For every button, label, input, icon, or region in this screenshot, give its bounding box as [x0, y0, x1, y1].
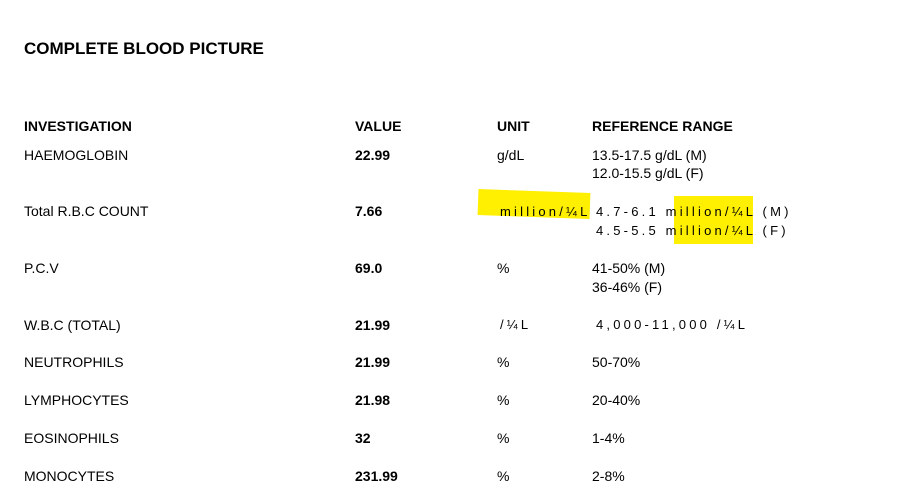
unit: %: [497, 468, 510, 484]
column-header-reference-range: REFERENCE RANGE: [592, 118, 733, 134]
investigation-name: MONOCYTES: [24, 468, 115, 484]
investigation-name: EOSINOPHILS: [24, 430, 119, 446]
reference-range-male: 41-50% (M): [592, 260, 666, 276]
reference-range-female: 36-46% (F): [592, 279, 663, 295]
column-header-investigation: INVESTIGATION: [24, 118, 132, 134]
investigation-name: HAEMOGLOBIN: [24, 147, 129, 163]
result-value: 21.98: [355, 392, 391, 408]
investigation-name: NEUTROPHILS: [24, 354, 124, 370]
reference-range-male: 13.5-17.5 g/dL (M): [592, 147, 707, 163]
column-header-unit: UNIT: [497, 118, 530, 134]
unit: %: [497, 354, 510, 370]
unit: %: [497, 392, 510, 408]
unit: million/¼L: [500, 204, 591, 219]
investigation-name: P.C.V: [24, 260, 59, 276]
highlight-mark-ref-range: [674, 196, 753, 244]
investigation-name: LYMPHOCYTES: [24, 392, 129, 408]
investigation-name: Total R.B.C COUNT: [24, 203, 149, 219]
reference-range: 20-40%: [592, 392, 641, 408]
result-value: 231.99: [355, 468, 398, 484]
result-value: 32: [355, 430, 371, 446]
unit: /¼L: [500, 317, 532, 332]
result-value: 22.99: [355, 147, 391, 163]
reference-range-female: 4.5-5.5 million/¼L (F): [596, 223, 789, 238]
page-title: COMPLETE BLOOD PICTURE: [24, 39, 264, 58]
reference-range: 50-70%: [592, 354, 641, 370]
result-value: 69.0: [355, 260, 383, 276]
unit: g/dL: [497, 147, 525, 163]
reference-range-female: 12.0-15.5 g/dL (F): [592, 165, 704, 181]
reference-range: 1-4%: [592, 430, 625, 446]
unit: %: [497, 260, 510, 276]
column-header-value: VALUE: [355, 118, 402, 134]
result-value: 21.99: [355, 317, 391, 333]
reference-range: 4,000-11,000 /¼L: [596, 317, 749, 332]
reference-range: 2-8%: [592, 468, 625, 484]
result-value: 7.66: [355, 203, 383, 219]
unit: %: [497, 430, 510, 446]
investigation-name: W.B.C (TOTAL): [24, 317, 121, 333]
reference-range-male: 4.7-6.1 million/¼L (M): [596, 204, 792, 219]
result-value: 21.99: [355, 354, 391, 370]
